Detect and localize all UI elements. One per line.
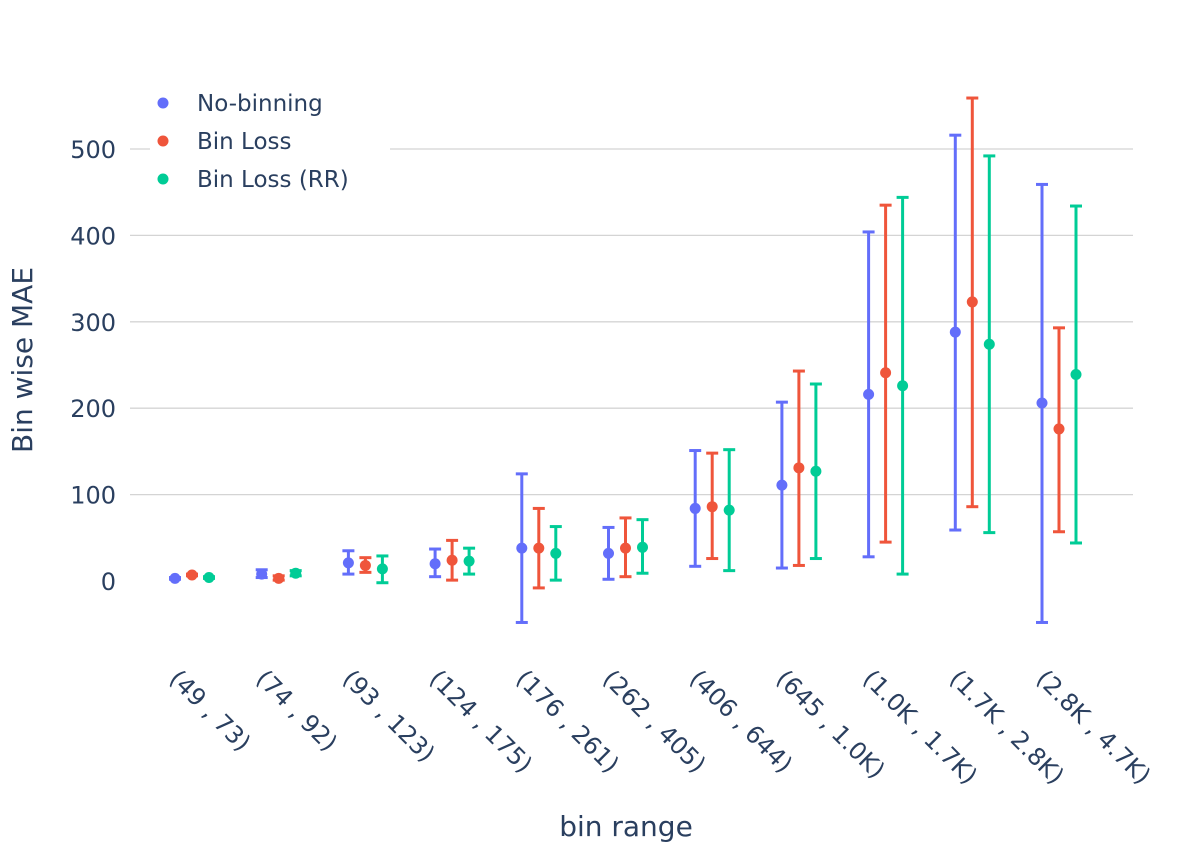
data-point[interactable] bbox=[463, 555, 475, 567]
legend-marker bbox=[157, 173, 169, 185]
data-point[interactable] bbox=[516, 542, 528, 554]
data-point[interactable] bbox=[446, 554, 458, 566]
legend-label: No-binning bbox=[197, 91, 323, 117]
y-tick-label: 100 bbox=[70, 482, 116, 510]
data-point[interactable] bbox=[706, 501, 718, 513]
data-point[interactable] bbox=[376, 563, 388, 575]
series-no-binning bbox=[169, 133, 1048, 624]
legend-item[interactable]: Bin Loss (RR) bbox=[157, 167, 349, 193]
data-point[interactable] bbox=[620, 542, 631, 554]
data-point[interactable] bbox=[880, 367, 892, 379]
data-point[interactable] bbox=[863, 388, 875, 400]
data-point[interactable] bbox=[810, 465, 822, 477]
data-series bbox=[169, 96, 1082, 624]
data-point[interactable] bbox=[603, 547, 614, 559]
x-axis-title: bin range bbox=[559, 810, 693, 843]
x-tick-label: (93 , 123) bbox=[337, 664, 440, 767]
legend[interactable]: No-binning Bin Loss Bin Loss (RR) bbox=[150, 80, 390, 200]
data-point[interactable] bbox=[723, 504, 735, 516]
data-point[interactable] bbox=[1053, 423, 1065, 435]
data-point[interactable] bbox=[550, 547, 562, 559]
data-point[interactable] bbox=[776, 479, 788, 491]
data-point[interactable] bbox=[533, 542, 545, 554]
legend-marker bbox=[157, 135, 169, 147]
data-point[interactable] bbox=[342, 557, 354, 569]
x-tick-label: (49 , 73) bbox=[164, 664, 256, 756]
gridlines bbox=[130, 148, 1133, 496]
legend-item[interactable]: Bin Loss bbox=[157, 129, 292, 155]
series-bin-loss-rr bbox=[203, 154, 1082, 585]
data-point[interactable] bbox=[256, 568, 268, 580]
data-point[interactable] bbox=[793, 462, 805, 474]
y-tick-label: 400 bbox=[70, 222, 116, 250]
data-point[interactable] bbox=[273, 572, 285, 584]
y-tick-label: 200 bbox=[70, 395, 116, 423]
legend-background bbox=[150, 80, 390, 200]
data-point[interactable] bbox=[1036, 397, 1048, 409]
data-point[interactable] bbox=[359, 559, 371, 571]
x-axis-ticks: (49 , 73)(74 , 92)(93 , 123)(124 , 175)(… bbox=[164, 664, 1156, 789]
y-tick-label: 0 bbox=[101, 568, 116, 596]
data-point[interactable] bbox=[689, 502, 701, 514]
data-point[interactable] bbox=[897, 380, 909, 392]
y-tick-label: 300 bbox=[70, 309, 116, 337]
data-point[interactable] bbox=[637, 541, 648, 553]
legend-item[interactable]: No-binning bbox=[157, 91, 323, 117]
y-tick-label: 500 bbox=[70, 136, 116, 164]
legend-label: Bin Loss (RR) bbox=[197, 167, 349, 193]
data-point[interactable] bbox=[290, 567, 302, 579]
data-point[interactable] bbox=[429, 558, 441, 570]
legend-marker bbox=[157, 97, 169, 109]
data-point[interactable] bbox=[186, 569, 198, 581]
y-axis-ticks: 0 100 200 300 400 500 bbox=[70, 136, 116, 596]
x-tick-label: (74 , 92) bbox=[250, 664, 342, 756]
data-point[interactable] bbox=[966, 296, 978, 308]
data-point[interactable] bbox=[203, 572, 215, 584]
legend-label: Bin Loss bbox=[197, 129, 292, 155]
series-bin-loss bbox=[186, 96, 1065, 590]
y-axis-title: Bin wise MAE bbox=[6, 267, 39, 453]
data-point[interactable] bbox=[1070, 369, 1082, 381]
data-point[interactable] bbox=[949, 326, 961, 338]
data-point[interactable] bbox=[169, 572, 181, 584]
data-point[interactable] bbox=[983, 338, 995, 350]
